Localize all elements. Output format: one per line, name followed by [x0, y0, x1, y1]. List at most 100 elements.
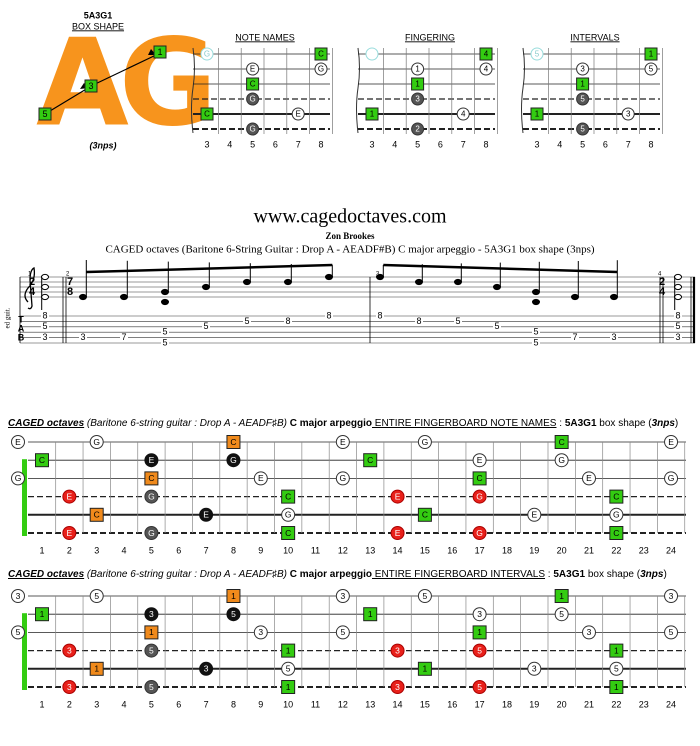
note-box: [314, 47, 328, 61]
note-circle: [609, 661, 624, 676]
note-box: [609, 680, 624, 694]
nut: [22, 459, 27, 536]
note-circle: [226, 453, 241, 468]
note-label: 5: [423, 591, 428, 601]
fingerboard-title: CAGED octaves (Baritone 6-string guitar …: [8, 569, 667, 580]
note-label: 3: [340, 591, 345, 601]
measure-number: 1: [28, 272, 32, 278]
note-label: G: [476, 491, 483, 501]
note-circle: [479, 62, 493, 76]
note-head: [493, 283, 501, 291]
note-box: [417, 507, 432, 522]
arrow: [90, 54, 157, 87]
fret-number: 14: [393, 545, 403, 555]
note-box: [365, 107, 379, 121]
note-label: C: [94, 510, 100, 520]
title-part: :: [556, 418, 564, 429]
fret-number: 8: [231, 699, 236, 709]
note-label: 1: [535, 110, 540, 119]
title-part: ): [663, 569, 666, 580]
diagram-title: INTERVALS: [570, 32, 619, 42]
title-part: 5A3G1: [553, 569, 585, 580]
note-circle: [11, 625, 25, 640]
note-box: [226, 435, 241, 449]
note-head: [674, 283, 682, 291]
logo-box: [38, 107, 52, 121]
tab-bg: [41, 333, 49, 342]
note-label: E: [395, 528, 401, 538]
tab-bg: [674, 333, 682, 342]
note-label: C: [613, 491, 619, 501]
note-box: [530, 107, 544, 121]
fret-number: 7: [626, 139, 631, 149]
note-label: 3: [204, 664, 209, 674]
tab-bg: [120, 333, 128, 342]
diagram-title: FINGERING: [405, 32, 455, 42]
note-circle: [199, 661, 214, 676]
note-label: 1: [580, 80, 585, 89]
note-head: [532, 288, 540, 296]
note-label: 1: [368, 609, 373, 619]
note-label: C: [39, 455, 45, 465]
note-label: E: [258, 473, 264, 483]
note-head: [415, 278, 423, 286]
note-label: 4: [484, 50, 489, 59]
note-circle: [554, 453, 569, 468]
note-label: E: [296, 110, 301, 119]
fret-number: 21: [584, 545, 594, 555]
note-label: G: [668, 473, 675, 483]
note-circle: [472, 643, 487, 658]
note-label: 1: [231, 591, 236, 601]
note-label: 1: [286, 682, 291, 692]
fret-number: 8: [318, 139, 323, 149]
note-circle: [89, 589, 104, 603]
note-label: 3: [258, 627, 263, 637]
note-label: G: [148, 528, 155, 538]
fret-number: 20: [557, 699, 567, 709]
shape-name: 5A3G1: [84, 10, 113, 20]
note-circle: [582, 625, 596, 640]
note-label: 5: [649, 65, 654, 74]
time-num: 7: [67, 276, 73, 288]
arrow: [44, 87, 89, 115]
fret-number: 4: [557, 139, 562, 149]
note-label: 5: [669, 627, 674, 637]
edge: [191, 47, 195, 134]
note-label: E: [250, 65, 255, 74]
tab-fret: 8: [416, 316, 421, 326]
note-label: C: [613, 528, 619, 538]
note-circle: [253, 625, 268, 640]
tab-bg: [532, 339, 540, 347]
diagram-title: NOTE NAMES: [235, 32, 295, 42]
tab-bg: [454, 317, 462, 326]
tab-fret: 8: [42, 310, 47, 320]
tab-bg: [41, 322, 49, 331]
fret-number: 2: [67, 699, 72, 709]
beam: [86, 263, 333, 274]
fret-number: 21: [584, 699, 594, 709]
note-box: [644, 47, 658, 61]
note-circle: [291, 107, 305, 121]
note-box: [609, 526, 624, 540]
fret-number: 10: [283, 699, 293, 709]
fret-number: 3: [94, 699, 99, 709]
fret-number: 9: [258, 545, 263, 555]
note-circle: [417, 435, 432, 449]
note-label: 3: [395, 682, 400, 692]
title-part: :: [545, 569, 553, 580]
note-label: 5: [149, 682, 154, 692]
tab-fret: 5: [42, 321, 47, 331]
note-label: 1: [149, 627, 154, 637]
fret-number: 6: [273, 139, 278, 149]
note-label: 3: [395, 645, 400, 655]
tab-fret: 5: [244, 316, 249, 326]
note-circle: [554, 607, 569, 622]
fret-number: 11: [311, 545, 320, 555]
note-box: [281, 489, 296, 504]
tab-fret: 5: [162, 337, 167, 347]
note-head: [161, 288, 169, 296]
tab-fret: 8: [377, 310, 382, 320]
note-label: E: [203, 510, 209, 520]
title-part: 5A3G1: [565, 418, 597, 429]
